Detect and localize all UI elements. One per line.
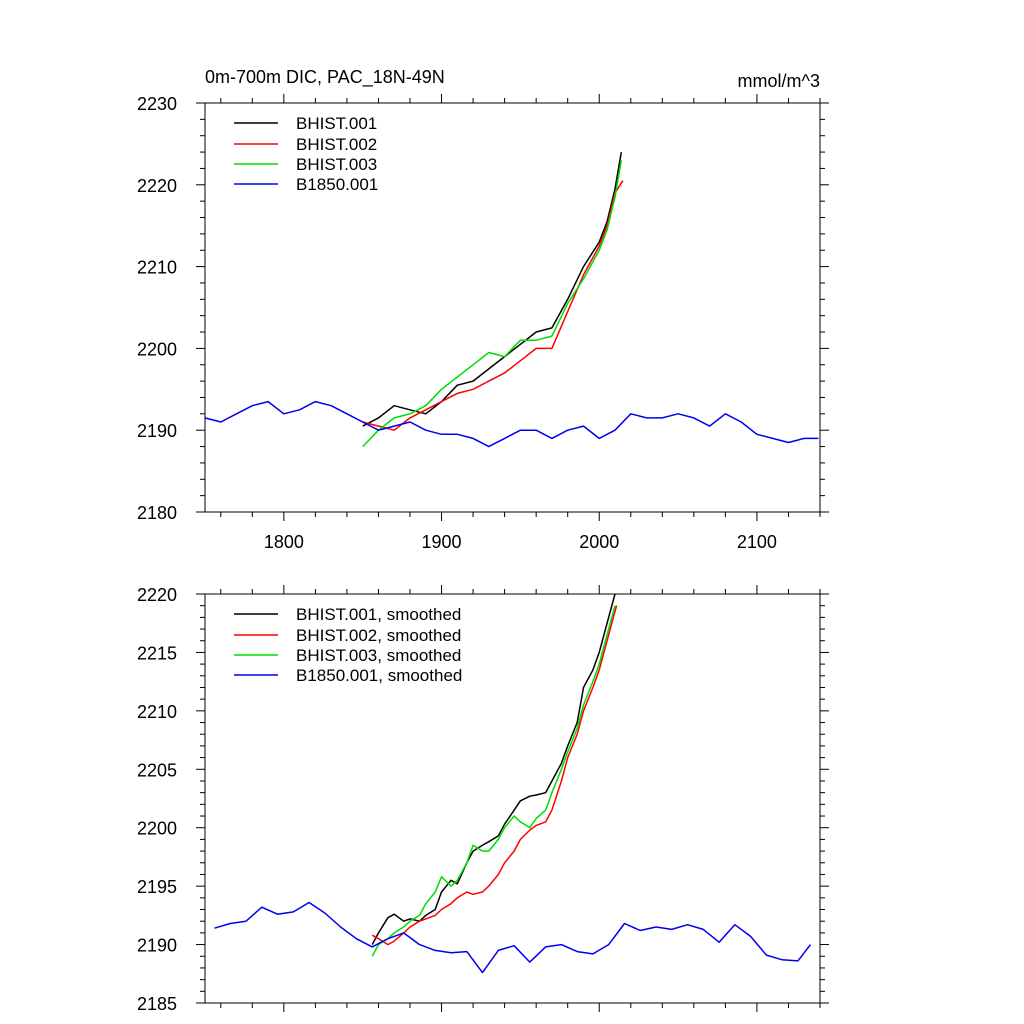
- top-units: mmol/m^3: [738, 71, 820, 91]
- legend-label: BHIST.001: [296, 114, 377, 133]
- legend-entry: BHIST.002, smoothed: [234, 626, 461, 645]
- legend-label: BHIST.002: [296, 135, 377, 154]
- legend-entry: BHIST.001, smoothed: [234, 605, 461, 624]
- series-line-bhist-002-smoothed: [371, 605, 618, 946]
- series-line-bhist-002: [362, 180, 624, 431]
- x-tick-label: 1900: [422, 532, 462, 552]
- series-line-bhist-001: [362, 151, 623, 427]
- y-tick-label: 2230: [137, 94, 177, 114]
- top-axes: 1800 1900 2000 2100 2180 2190 2200 2210 2220 2230: [137, 94, 829, 552]
- x-tick-label: 2000: [579, 532, 619, 552]
- series-line-bhist-003-smoothed: [371, 605, 616, 957]
- top-title: 0m-700m DIC, PAC_18N-49N: [205, 67, 445, 88]
- y-tick-label: 2205: [137, 760, 177, 780]
- y-tick-label: 2200: [137, 819, 177, 839]
- legend-entry: B1850.001: [234, 175, 378, 194]
- x-tick-label: 2100: [737, 532, 777, 552]
- legend-label: BHIST.003: [296, 155, 377, 174]
- series-line-bhist-003: [362, 160, 623, 448]
- y-tick-label: 2210: [137, 702, 177, 722]
- legend-label: BHIST.001, smoothed: [296, 605, 461, 624]
- y-tick-label: 2190: [137, 421, 177, 441]
- top-plot-frame: [204, 102, 821, 513]
- y-tick-label: 2200: [137, 339, 177, 359]
- legend-label: BHIST.003, smoothed: [296, 646, 461, 665]
- legend-entry: B1850.001, smoothed: [234, 666, 462, 685]
- y-tick-label: 2185: [137, 994, 177, 1014]
- y-tick-label: 2220: [137, 585, 177, 605]
- bottom-axes: 2185 2190 2195 2200 2205 2210 2215 2220: [137, 585, 829, 1014]
- series-line-b1850-001-smoothed: [214, 901, 812, 974]
- legend-entry: BHIST.001: [234, 114, 377, 133]
- legend-entry: BHIST.003, smoothed: [234, 646, 461, 665]
- legend-entry: BHIST.002: [234, 135, 377, 154]
- bottom-series-lines: [214, 593, 812, 974]
- y-tick-label: 2195: [137, 877, 177, 897]
- legend-label: BHIST.002, smoothed: [296, 626, 461, 645]
- top-series-lines: [204, 151, 819, 448]
- top-panel: 0m-700m DIC, PAC_18N-49N mmol/m^3 1800 19…: [137, 67, 829, 552]
- legend-label: B1850.001: [296, 175, 378, 194]
- x-tick-label: 1800: [264, 532, 304, 552]
- bottom-panel: 2185 2190 2195 2200 2205 2210 2215 2220 BHIST.0…: [137, 585, 829, 1014]
- top-legend: BHIST.001 BHIST.002 BHIST.003 B1850.001: [234, 114, 378, 194]
- bottom-legend: BHIST.001, smoothed BHIST.002, smoothed …: [234, 605, 462, 685]
- legend-label: B1850.001, smoothed: [296, 666, 462, 685]
- y-tick-label: 2180: [137, 503, 177, 523]
- y-tick-label: 2220: [137, 176, 177, 196]
- series-line-b1850-001: [204, 400, 819, 448]
- legend-entry: BHIST.003: [234, 155, 377, 174]
- y-tick-label: 2190: [137, 936, 177, 956]
- y-tick-label: 2215: [137, 643, 177, 663]
- bottom-plot-frame: [204, 593, 821, 1004]
- y-tick-label: 2210: [137, 258, 177, 278]
